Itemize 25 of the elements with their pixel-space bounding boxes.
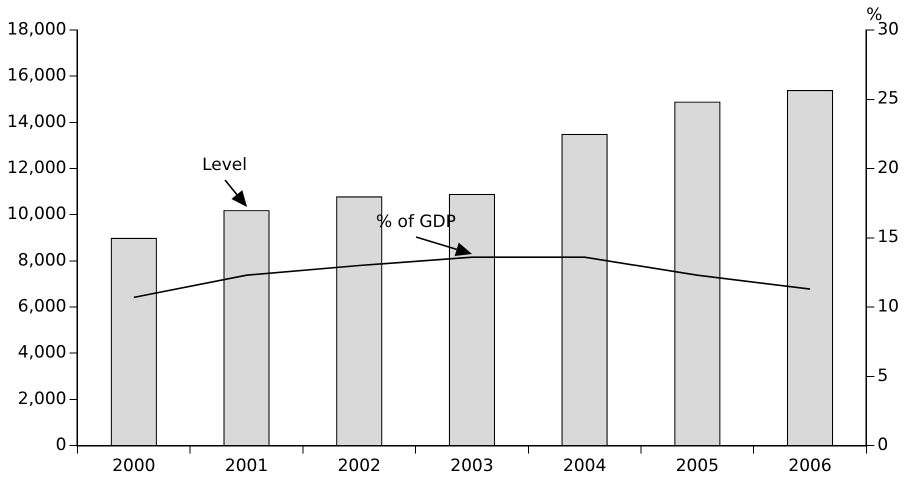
y2-tick-label: 10 [877,296,900,316]
y2-tick-label: 25 [877,88,900,109]
y-tick-label: 8,000 [18,250,66,270]
y-tick-label: 0 [56,435,66,456]
x-tick-label: 2003 [450,456,494,476]
y-tick-label: 2,000 [18,388,66,409]
x-tick-label: 2002 [338,456,381,476]
y2-tick-label: 15 [877,227,900,248]
x-tick-label: 2000 [112,456,156,476]
y2-tick-label: 30 [877,19,900,40]
y2-tick-label: 20 [877,158,900,178]
x-tick-label: 2005 [676,456,719,476]
y2-tick-label: 0 [877,435,888,456]
y-tick-label: 10,000 [7,204,66,224]
y-tick-label: 4,000 [18,342,66,363]
x-tick-label: 2004 [562,456,606,476]
text: Level [202,155,247,176]
x-tick-label: 2006 [788,456,832,476]
y-tick-label: 12,000 [7,158,66,178]
y2-tick-label: 5 [877,366,888,386]
x-tick-label: 2001 [224,456,268,476]
y-tick-label: 18,000 [7,19,66,40]
y-tick-label: 16,000 [7,66,66,86]
y-tick-label: 6,000 [18,296,66,316]
y-tick-label: 14,000 [7,112,66,132]
